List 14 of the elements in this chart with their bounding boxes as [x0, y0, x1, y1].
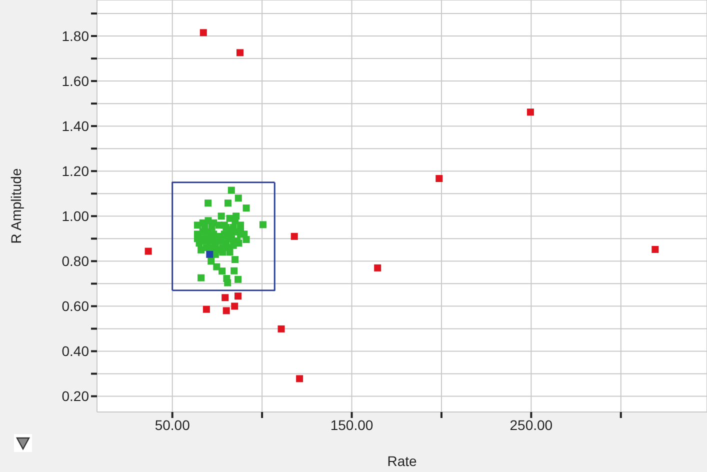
- x-tick-label: 50.00: [154, 416, 190, 433]
- y-tick-label: 0.40: [62, 343, 90, 360]
- y-tick-label: 1.60: [62, 73, 90, 90]
- x-axis-title: Rate: [387, 453, 417, 469]
- y-tick-label: 1.80: [62, 28, 90, 44]
- x-tick-label: 250.00: [510, 416, 553, 433]
- y-axis-title: R Amplitude: [8, 168, 24, 244]
- y-tick-label: 0.80: [62, 253, 90, 270]
- y-tick-label: 0.60: [62, 298, 90, 314]
- y-tick-label: 1.00: [62, 208, 90, 224]
- y-tick-label: 1.40: [62, 118, 90, 134]
- y-tick-label: 0.20: [62, 388, 90, 404]
- y-tick-label: 1.20: [62, 163, 90, 180]
- x-tick-label: 150.00: [330, 416, 374, 433]
